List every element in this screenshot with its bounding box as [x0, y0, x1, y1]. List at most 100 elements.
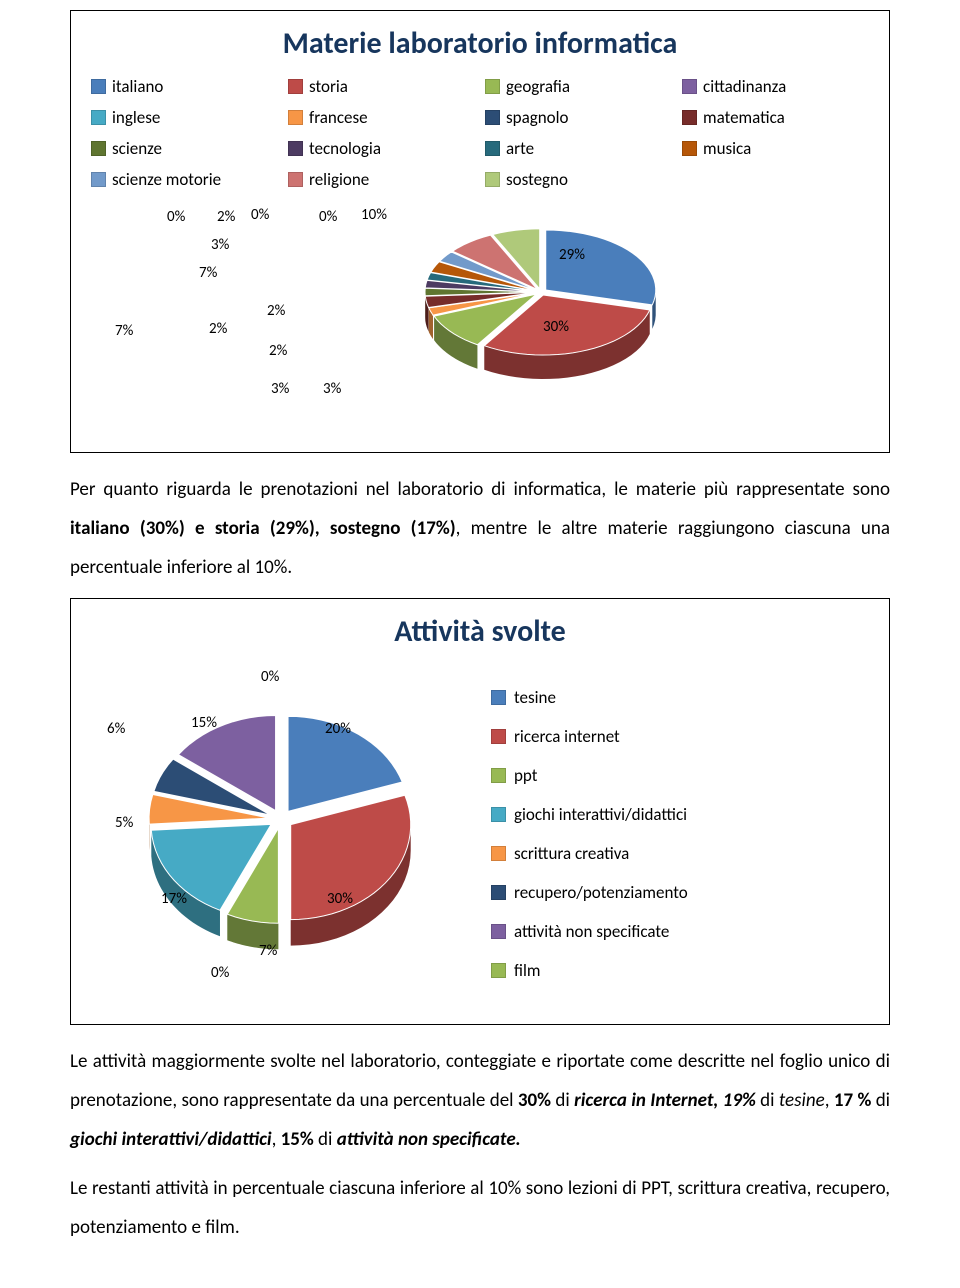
pie2-svg — [131, 694, 431, 974]
legend-swatch — [491, 807, 506, 822]
legend-item: inglese — [91, 107, 278, 128]
pie-label: 2% — [217, 208, 235, 226]
legend-item: tecnologia — [288, 138, 475, 159]
legend-swatch — [288, 141, 303, 156]
legend-label: geografia — [506, 76, 570, 97]
legend-label: scienze — [112, 138, 162, 159]
pie-label: 0% — [211, 964, 229, 982]
chart2-title: Attività svolte — [91, 613, 869, 650]
pie-label: 17% — [161, 890, 187, 908]
legend-item: scrittura creativa — [491, 843, 688, 864]
legend-label: italiano — [112, 76, 163, 97]
legend-swatch — [91, 141, 106, 156]
text: Per quanto riguarda le prenotazioni nel … — [70, 478, 890, 501]
legend-item: matematica — [682, 107, 869, 128]
pie-label: 29% — [559, 246, 585, 264]
legend-swatch — [485, 141, 500, 156]
legend-swatch — [491, 924, 506, 939]
chart1-box: Materie laboratorio informatica italiano… — [70, 10, 890, 453]
legend-swatch — [491, 846, 506, 861]
chart1-legend: italiano storia geografia cittadinanza i… — [91, 76, 869, 190]
legend-label: recupero/potenziamento — [514, 882, 688, 903]
pie-label: 30% — [327, 890, 353, 908]
pie-label: 15% — [191, 714, 217, 732]
chart1-title: Materie laboratorio informatica — [91, 25, 869, 62]
legend-swatch — [485, 110, 500, 125]
legend-item: musica — [682, 138, 869, 159]
text-bold-italic: attività non specificate. — [337, 1128, 521, 1151]
pie-label: 0% — [167, 208, 185, 226]
legend-item: geografia — [485, 76, 672, 97]
pie-label: 0% — [251, 206, 269, 224]
legend-item: ppt — [491, 765, 688, 786]
legend-swatch — [288, 172, 303, 187]
legend-label: tesine — [514, 687, 556, 708]
legend-label: religione — [309, 169, 369, 190]
pie-label: 0% — [319, 208, 337, 226]
legend-swatch — [288, 79, 303, 94]
pie-label: 2% — [267, 302, 285, 320]
chart1-area: 0% 2% 0% 0% 10% 3% 7% 7% 2% 2% 2% 3% 3% … — [91, 202, 869, 432]
text-bold-italic: ricerca in Internet, 19% — [574, 1089, 756, 1112]
legend-label: tecnologia — [309, 138, 381, 159]
text: di — [756, 1089, 779, 1112]
legend-swatch — [485, 79, 500, 94]
chart2-legend: tesine ricerca internet ppt giochi inter… — [491, 687, 688, 981]
legend-label: film — [514, 960, 540, 981]
legend-item: cittadinanza — [682, 76, 869, 97]
legend-label: spagnolo — [506, 107, 569, 128]
legend-item: arte — [485, 138, 672, 159]
legend-item: tesine — [491, 687, 688, 708]
pie1-svg — [391, 202, 691, 412]
legend-swatch — [491, 885, 506, 900]
paragraph1: Per quanto riguarda le prenotazioni nel … — [70, 471, 890, 588]
legend-item: attività non specificate — [491, 921, 688, 942]
legend-item: ricerca internet — [491, 726, 688, 747]
page: Materie laboratorio informatica italiano… — [0, 0, 960, 1288]
text-bold: 17 % — [834, 1089, 871, 1112]
legend-label: scienze motorie — [112, 169, 221, 190]
text-bold: italiano (30%) e storia (29%), sostegno … — [70, 517, 456, 540]
legend-item: recupero/potenziamento — [491, 882, 688, 903]
pie-label: 5% — [115, 814, 133, 832]
legend-item: francese — [288, 107, 475, 128]
pie-label: 3% — [211, 236, 229, 254]
text: , — [825, 1089, 834, 1112]
legend-label: giochi interattivi/didattici — [514, 804, 687, 825]
legend-label: ppt — [514, 765, 537, 786]
legend-item: film — [491, 960, 688, 981]
legend-swatch — [491, 768, 506, 783]
pie-label: 7% — [115, 322, 133, 340]
paragraph2a: Le attività maggiormente svolte nel labo… — [70, 1043, 890, 1160]
legend-label: scrittura creativa — [514, 843, 629, 864]
legend-label: matematica — [703, 107, 785, 128]
legend-swatch — [91, 172, 106, 187]
chart2-row: 0% 15% 6% 5% 17% 0% 7% 30% 20% tesine ri… — [91, 664, 869, 1004]
chart2-left: 0% 15% 6% 5% 17% 0% 7% 30% 20% — [91, 664, 451, 1004]
legend-swatch — [485, 172, 500, 187]
pie-label: 7% — [199, 264, 217, 282]
legend-swatch — [491, 963, 506, 978]
legend-label: sostegno — [506, 169, 568, 190]
text: , — [272, 1128, 281, 1151]
text: Le restanti attività in percentuale cias… — [70, 1177, 890, 1239]
legend-item: italiano — [91, 76, 278, 97]
legend-label: arte — [506, 138, 534, 159]
legend-label: ricerca internet — [514, 726, 620, 747]
legend-label: storia — [309, 76, 348, 97]
legend-swatch — [682, 110, 697, 125]
chart2-box: Attività svolte 0% 15% 6% 5% 17% 0% 7% 3… — [70, 598, 890, 1025]
text: di — [871, 1089, 890, 1112]
legend-swatch — [491, 729, 506, 744]
legend-item: scienze — [91, 138, 278, 159]
legend-label: cittadinanza — [703, 76, 786, 97]
pie-label: 7% — [259, 942, 277, 960]
text: di — [551, 1089, 574, 1112]
pie-label: 2% — [269, 342, 287, 360]
legend-label: attività non specificate — [514, 921, 669, 942]
legend-swatch — [91, 79, 106, 94]
legend-swatch — [288, 110, 303, 125]
legend-item: scienze motorie — [91, 169, 278, 190]
paragraph2b: Le restanti attività in percentuale cias… — [70, 1170, 890, 1248]
pie-label: 6% — [107, 720, 125, 738]
